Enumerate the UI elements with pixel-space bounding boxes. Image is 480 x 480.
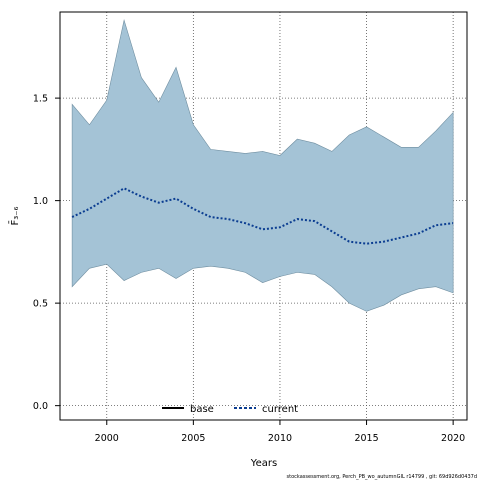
- x-tick-label: 2010: [268, 433, 292, 444]
- y-tick-label: 1.0: [33, 196, 48, 207]
- y-tick-label: 0.0: [33, 401, 48, 412]
- confidence-band: [71, 19, 454, 312]
- x-tick-label: 2005: [181, 433, 205, 444]
- legend-label-base: base: [190, 404, 214, 415]
- legend: base current: [162, 404, 298, 415]
- x-axis: 2000 2005 2010 2015 2020: [95, 420, 465, 444]
- y-tick-label: 0.5: [33, 299, 48, 310]
- series-line-current: [71, 187, 454, 245]
- x-tick-label: 2020: [441, 433, 465, 444]
- plot-frame: [59, 11, 468, 421]
- y-tick-label: 1.5: [33, 94, 48, 105]
- footer-note: stockassessment.org, Perch_PB_wo_autumnG…: [287, 474, 477, 480]
- x-tick-label: 2015: [354, 433, 378, 444]
- y-axis-label: F̄₃₋₆: [8, 206, 21, 225]
- x-tick-label: 2000: [95, 433, 119, 444]
- x-axis-label: Years: [250, 458, 277, 469]
- y-axis: 0.0 0.5 1.0 1.5: [33, 94, 60, 412]
- legend-label-current: current: [262, 404, 298, 415]
